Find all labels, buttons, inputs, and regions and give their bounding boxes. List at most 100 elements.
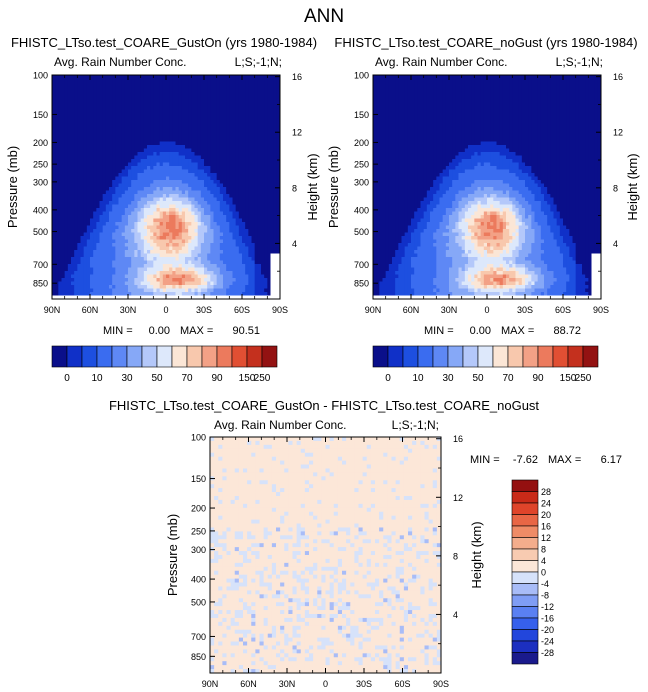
field-cell	[197, 236, 202, 240]
field-cell	[99, 173, 104, 177]
field-cell	[112, 194, 116, 198]
field-cell	[77, 250, 81, 254]
field-cell	[248, 211, 252, 216]
field-cell	[71, 148, 75, 153]
field-cell	[128, 138, 132, 142]
field-cell	[219, 78, 224, 83]
field-cell	[115, 271, 119, 275]
field-cell	[128, 166, 132, 170]
field-cell	[191, 89, 195, 93]
field-cell	[270, 166, 275, 170]
field-cell	[156, 274, 161, 279]
field-cell	[226, 96, 230, 100]
field-cell	[150, 218, 154, 223]
field-cell	[77, 229, 81, 233]
field-cell	[102, 190, 107, 195]
field-cell	[153, 288, 157, 293]
field-cell	[112, 222, 116, 226]
field-cell	[140, 169, 145, 174]
field-cell	[238, 131, 243, 135]
field-cell	[210, 176, 214, 181]
field-cell	[191, 152, 195, 156]
field-cell	[162, 183, 167, 188]
field-cell	[597, 82, 602, 86]
field-cell	[128, 204, 132, 209]
field-cell	[90, 92, 94, 97]
field-cell	[267, 246, 271, 251]
field-cell	[185, 204, 189, 209]
y-tick-label: 200	[33, 138, 48, 148]
field-cell	[58, 110, 62, 114]
field-cell	[159, 162, 164, 167]
field-cell	[188, 131, 192, 135]
field-cell	[207, 145, 211, 149]
field-cell	[153, 243, 157, 247]
field-cell	[188, 211, 192, 216]
field-cell	[77, 89, 81, 93]
field-cell	[58, 218, 62, 223]
field-cell	[124, 246, 129, 251]
field-cell	[121, 131, 126, 135]
x-tick-label: 0	[163, 305, 168, 315]
field-cell	[216, 257, 221, 261]
field-cell	[99, 113, 104, 118]
field-cell	[147, 229, 151, 233]
field-cell	[223, 285, 227, 289]
field-cell	[77, 190, 81, 195]
field-cell	[204, 176, 208, 181]
field-cell	[273, 250, 278, 254]
field-cell	[58, 138, 62, 142]
field-cell	[254, 292, 259, 296]
field-cell	[86, 274, 91, 279]
field-cell	[128, 99, 132, 104]
field-cell	[67, 190, 72, 195]
field-cell	[71, 134, 75, 139]
field-cell	[112, 292, 116, 296]
field-cell	[93, 106, 97, 111]
field-cell	[137, 246, 142, 251]
field-cell	[267, 92, 271, 97]
field-cell	[109, 141, 113, 146]
field-cell	[433, 75, 437, 79]
field-cell	[232, 271, 237, 275]
field-cell	[64, 295, 69, 300]
field-cell	[162, 197, 167, 202]
field-cell	[553, 75, 558, 79]
field-cell	[172, 82, 176, 86]
field-cell	[74, 138, 78, 142]
field-cell	[124, 197, 129, 202]
stats-text: MIN = 0.00 MAX = 90.51	[103, 325, 260, 337]
field-cell	[80, 246, 85, 251]
field-cell	[245, 78, 249, 83]
field-cell	[96, 239, 100, 244]
field-cell	[219, 152, 224, 156]
field-cell	[83, 239, 88, 244]
field-cell	[128, 190, 132, 195]
field-cell	[382, 78, 387, 83]
field-cell	[232, 250, 237, 254]
field-cell	[468, 85, 472, 90]
field-cell	[102, 194, 107, 198]
field-cell	[77, 215, 81, 219]
field-cell	[175, 253, 180, 258]
field-cell	[480, 78, 485, 83]
field-cell	[172, 215, 176, 219]
field-cell	[90, 127, 94, 132]
field-cell	[276, 141, 281, 146]
field-cell	[134, 78, 138, 83]
field-cell	[398, 82, 402, 86]
field-cell	[254, 85, 259, 90]
field-cell	[77, 218, 81, 223]
field-cell	[112, 166, 116, 170]
field-cell	[80, 120, 85, 125]
colorbar-label: 90	[211, 373, 223, 384]
field-cell	[121, 75, 126, 79]
field-cell	[96, 222, 100, 226]
field-cell	[90, 152, 94, 156]
field-cell	[83, 103, 88, 107]
field-cell	[226, 232, 230, 237]
field-cell	[83, 264, 88, 268]
field-cell	[572, 82, 577, 86]
field-cell	[121, 166, 126, 170]
field-cell	[150, 274, 154, 279]
